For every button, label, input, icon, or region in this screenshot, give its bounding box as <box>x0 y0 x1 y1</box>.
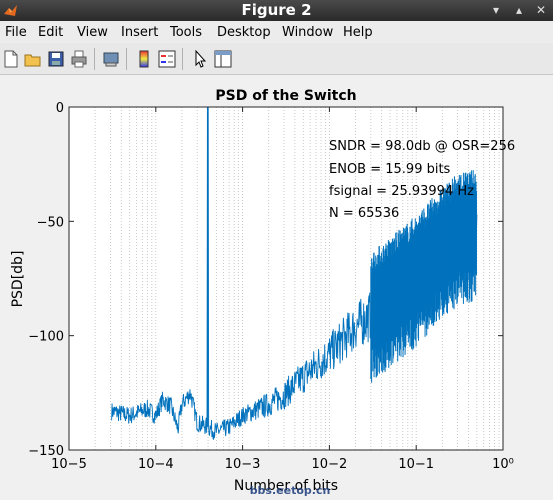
x-tick-label: 10−5 <box>51 457 87 472</box>
matlab-icon <box>4 5 17 16</box>
property-editor-icon[interactable] <box>214 50 232 68</box>
y-tick-label: 0 <box>56 101 64 116</box>
x-tick-label: 10−4 <box>138 457 174 472</box>
annotation-n: N = 65536 <box>329 206 399 221</box>
toolbar <box>0 43 553 75</box>
y-axis-label: PSD[db] <box>10 251 26 308</box>
legend-icon[interactable] <box>158 50 176 68</box>
menu-insert[interactable]: Insert <box>121 25 159 40</box>
axis-ticks: 10−5 10−4 10−3 10−2 10−1 10⁰ 0 −50 −100 −150 <box>28 101 514 472</box>
annotation-sndr: SNDR = 98.0db @ OSR=256 <box>329 139 515 154</box>
watermark: bbs.eetop.cn <box>250 484 331 497</box>
x-tick-label: 10−3 <box>225 457 261 472</box>
menu-desktop[interactable]: Desktop <box>217 25 271 40</box>
pointer-arrow-icon[interactable] <box>191 50 209 68</box>
x-tick-label: 10−2 <box>312 457 348 472</box>
psd-series <box>111 106 478 440</box>
toolbar-separator <box>126 48 127 70</box>
menu-edit[interactable]: Edit <box>38 25 64 40</box>
menu-bar: File Edit View Insert Tools Desktop Wind… <box>0 21 553 43</box>
new-figure-icon[interactable] <box>2 50 20 68</box>
x-tick-label: 10⁰ <box>492 457 514 472</box>
menu-tools[interactable]: Tools <box>170 25 203 40</box>
figure-canvas: 10−5 10−4 10−3 10−2 10−1 10⁰ 0 −50 −100 −150 PSD … <box>0 75 553 500</box>
open-folder-icon[interactable] <box>24 50 42 68</box>
y-tick-label: −50 <box>37 215 64 230</box>
axes-box <box>68 106 504 451</box>
axes-frame <box>68 106 504 451</box>
x-axis-label: Number of bits <box>234 478 338 494</box>
print-preview-icon[interactable] <box>102 50 120 68</box>
toolbar-separator <box>94 48 95 70</box>
annotation-fsignal: fsignal = 25.93994 Hz <box>329 184 474 199</box>
chart-title: PSD of the Switch <box>215 88 356 104</box>
print-icon[interactable] <box>70 50 88 68</box>
window-title: Figure 2 <box>241 1 312 19</box>
annotation-enob: ENOB = 15.99 bits <box>329 162 451 177</box>
close-icon[interactable]: ✕ <box>535 3 547 17</box>
save-icon[interactable] <box>47 50 65 68</box>
menu-view[interactable]: View <box>77 25 108 40</box>
minimize-icon[interactable]: ▾ <box>492 3 500 17</box>
menu-window[interactable]: Window <box>282 25 334 40</box>
y-tick-label: −150 <box>28 444 64 459</box>
title-bar[interactable]: Figure 2 ▾ ▴ ✕ <box>0 0 553 21</box>
colorbar-icon[interactable] <box>135 50 153 68</box>
menu-help[interactable]: Help <box>343 25 373 40</box>
menu-file[interactable]: File <box>5 25 27 40</box>
toolbar-separator <box>182 48 183 70</box>
y-tick-label: −100 <box>28 330 64 345</box>
maximize-icon[interactable]: ▴ <box>515 3 523 17</box>
x-tick-label: 10−1 <box>398 457 434 472</box>
